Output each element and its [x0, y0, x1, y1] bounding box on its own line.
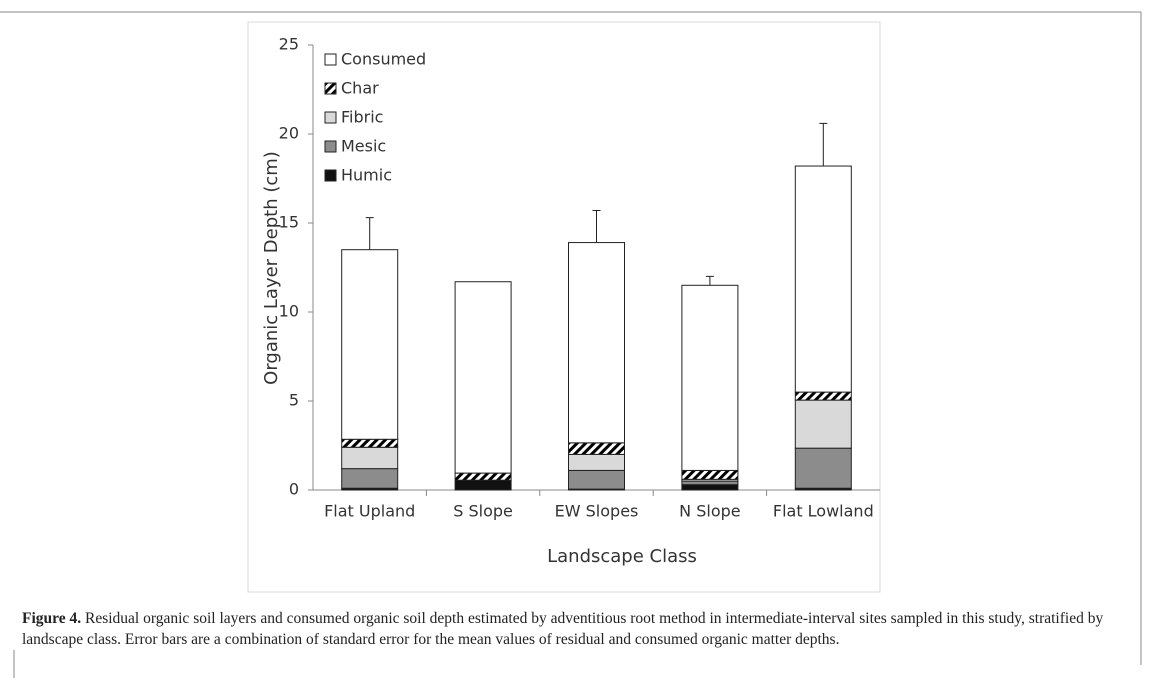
error-bar: [592, 210, 601, 243]
bar-segment: [341, 438, 399, 448]
legend-label: Humic: [341, 166, 392, 185]
bar-segment: [794, 391, 852, 401]
y-tick-label: 20: [279, 124, 299, 143]
bar-segment: [681, 480, 739, 486]
y-tick-label: 25: [279, 35, 299, 54]
legend-label: Fibric: [341, 108, 383, 127]
x-tick-label: S Slope: [453, 502, 513, 521]
caption: Figure 4. Residual organic soil layers a…: [22, 608, 1127, 650]
x-tick-label: Flat Upland: [324, 502, 415, 521]
legend-swatch: [324, 169, 337, 182]
error-bar: [705, 275, 714, 286]
legend-swatch: [324, 82, 337, 95]
bar-segment: [568, 242, 625, 444]
chart-border: [247, 21, 881, 593]
y-tick-label: 0: [289, 480, 299, 499]
bar-segment: [681, 284, 739, 471]
x-tick-label: N Slope: [679, 502, 740, 521]
bar-segment: [454, 479, 512, 491]
legend-label: Consumed: [341, 50, 426, 69]
y-tick-label: 15: [279, 213, 299, 232]
y-tick-label: 5: [289, 391, 299, 410]
bar-segment: [568, 453, 625, 471]
y-axis-label: Organic Layer Depth (cm): [261, 151, 282, 385]
bar-segment: [794, 165, 852, 393]
caption-text: Residual organic soil layers and consume…: [22, 610, 1104, 648]
error-bar: [365, 217, 374, 250]
bar-segment: [341, 446, 399, 470]
bar-segment: [568, 442, 625, 455]
legend-swatch: [324, 53, 337, 66]
bar-segment: [341, 468, 399, 489]
legend-swatch: [324, 111, 337, 124]
x-tick-label: Flat Lowland: [773, 502, 874, 521]
bar-segment: [341, 249, 399, 440]
bar-segment: [568, 469, 625, 490]
bar-segment: [794, 399, 852, 449]
caption-label: Figure 4.: [22, 610, 82, 627]
error-bar: [819, 122, 828, 167]
x-axis-label: Landscape Class: [547, 546, 697, 567]
bar-segment: [681, 469, 739, 480]
legend-label: Mesic: [341, 137, 386, 156]
legend-swatch: [324, 140, 337, 153]
legend-label: Char: [341, 79, 379, 98]
x-tick-label: EW Slopes: [555, 502, 639, 521]
y-tick-label: 10: [279, 302, 299, 321]
bar-segment: [454, 472, 512, 481]
bar-segment: [681, 484, 739, 491]
bar-segment: [454, 281, 512, 474]
bar-segment: [794, 447, 852, 489]
